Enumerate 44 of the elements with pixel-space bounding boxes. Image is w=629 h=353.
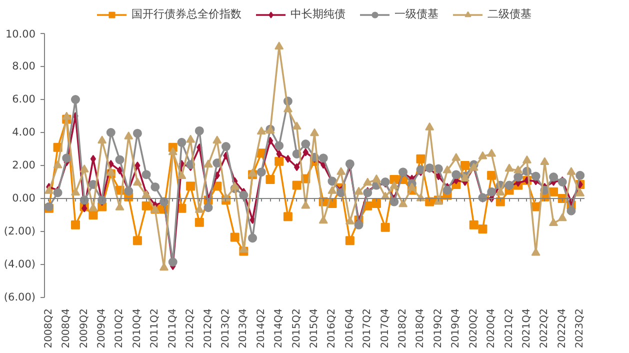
x-tick-label: 2019Q2 <box>432 308 444 348</box>
x-tick-label: 2023Q2 <box>574 308 586 348</box>
x-tick-label: 2013Q2 <box>220 308 232 348</box>
x-tick-label: 2012Q2 <box>185 308 196 348</box>
x-tick-label: 2014Q4 <box>274 308 285 348</box>
y-tick-label: 0.00 <box>12 192 36 204</box>
x-tick-label: 2011Q4 <box>167 308 178 348</box>
y-tick-label: (2.00) <box>4 226 36 238</box>
x-tick-label: 2009Q4 <box>96 308 108 348</box>
x-tick-label: 2009Q2 <box>78 308 90 348</box>
x-tick-label: 2014Q2 <box>256 308 267 348</box>
x-tick-label: 2011Q2 <box>150 308 161 348</box>
x-tick-label: 2013Q4 <box>238 308 250 348</box>
x-tick-label: 2012Q4 <box>202 308 214 348</box>
y-tick-label: 6.00 <box>12 94 36 106</box>
x-tick-label: 2017Q4 <box>380 308 391 348</box>
x-tick-label: 2018Q2 <box>398 308 409 348</box>
x-tick-label: 2020Q2 <box>468 308 480 348</box>
y-tick-label: (6.00) <box>4 292 36 304</box>
x-tick-label: 2019Q4 <box>450 308 462 348</box>
x-tick-label: 2020Q4 <box>486 308 498 348</box>
y-tick-label: 10.00 <box>5 28 36 40</box>
x-tick-label: 2016Q2 <box>326 308 338 348</box>
legend-label: 国开行债券总全价指数 <box>132 6 242 22</box>
x-tick-label: 2010Q4 <box>132 308 143 348</box>
x-tick-label: 2017Q2 <box>362 308 374 348</box>
legend-label: 中长期纯债 <box>290 6 346 22</box>
y-tick-label: 2.00 <box>12 160 36 172</box>
y-tick-label: 8.00 <box>12 60 36 72</box>
x-tick-label: 2016Q4 <box>344 308 356 348</box>
x-tick-label: 2015Q2 <box>291 308 302 348</box>
x-tick-label: 2022Q4 <box>556 308 568 348</box>
x-tick-label: 2021Q4 <box>521 308 532 348</box>
y-tick-label: (4.00) <box>4 258 36 270</box>
x-tick-label: 2018Q4 <box>415 308 426 348</box>
legend-label: 一级债基 <box>394 6 438 22</box>
y-tick-label: 4.00 <box>12 126 36 138</box>
x-tick-label: 2022Q2 <box>539 308 550 348</box>
x-tick-label: 2021Q2 <box>504 308 515 348</box>
legend-label: 二级债基 <box>488 6 532 22</box>
x-tick-label: 2008Q4 <box>61 308 72 348</box>
x-tick-label: 2008Q2 <box>43 308 54 348</box>
x-tick-label: 2015Q4 <box>309 308 320 348</box>
x-tick-label: 2010Q2 <box>114 308 126 348</box>
